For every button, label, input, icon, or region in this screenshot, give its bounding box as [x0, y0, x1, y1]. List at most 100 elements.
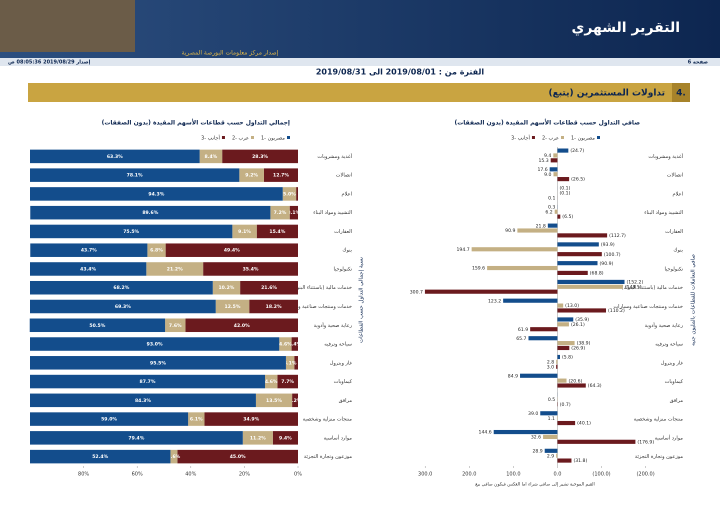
data-label: 2.2% [289, 398, 302, 404]
bar-segment [204, 412, 298, 426]
category-label: بنوك [673, 248, 683, 254]
category-label: رعاية صحية وأدوية [645, 322, 684, 329]
bar [557, 322, 569, 327]
bar [517, 228, 558, 233]
data-label: (5.8) [562, 355, 573, 361]
data-label: 78.1% [127, 173, 143, 179]
legend-swatch [221, 136, 225, 139]
bar [547, 223, 558, 228]
bar [487, 265, 558, 271]
data-label: 17.6 [537, 167, 547, 173]
data-label: 35.4% [243, 266, 259, 272]
category-label: أغذية ومشروبات [648, 153, 683, 160]
category-label: التشييد ومواد البناء [313, 210, 352, 216]
legend-label: مصريون -1 [571, 136, 595, 142]
header-strip [0, 58, 720, 66]
data-label: 59.0% [101, 417, 117, 423]
bar [557, 261, 598, 266]
bar-segment [232, 224, 257, 239]
bar [557, 270, 588, 275]
header-subtitle: إصدار مركز معلومات البورصة المصرية [182, 50, 279, 57]
category-label: اتصالات [667, 173, 683, 179]
bar [557, 214, 561, 219]
bar [557, 317, 574, 322]
bar-segment [222, 149, 298, 164]
data-label: 6.1% [190, 417, 203, 423]
x-tick-label: 0.0 [553, 472, 561, 478]
data-label: 0.1 [548, 195, 555, 201]
data-label: 10.2% [218, 285, 234, 291]
data-label: 43.4% [80, 266, 96, 272]
x-tick-label: 300.0 [418, 472, 432, 478]
data-label: 13.5% [266, 398, 282, 404]
bar-segment [265, 374, 278, 389]
bar [556, 359, 558, 364]
bar-segment [294, 356, 298, 370]
data-label: 300.7 [410, 289, 423, 295]
bar-segment [188, 412, 205, 426]
data-label: 21.2% [167, 266, 183, 272]
category-label: موارد أساسية [655, 434, 684, 441]
data-label: (13.0) [565, 303, 579, 309]
bar [530, 327, 558, 332]
category-label: بنوك [342, 248, 352, 254]
data-label: 50.5% [89, 323, 105, 329]
data-label: 15.3 [538, 158, 548, 164]
bar [557, 439, 636, 444]
bar-segment [239, 168, 264, 182]
bar [557, 148, 569, 153]
data-label: (0.1) [559, 186, 570, 192]
bar-segment [272, 431, 298, 445]
x-tick-label: (200.0) [636, 472, 654, 478]
legend-label: عرب -2 [542, 136, 559, 142]
bar-segment [146, 262, 204, 276]
x-tick-label: 40% [185, 472, 196, 478]
data-label: (148.5) [625, 284, 642, 290]
chart-title: إجمالي التداول حسب قطاعات الأسهم المقيدة… [102, 119, 290, 127]
data-label: 87.7% [140, 379, 156, 385]
bar-segment [212, 280, 241, 295]
data-label: 11.2% [250, 435, 266, 441]
bar [557, 383, 586, 388]
bar-segment [263, 168, 298, 182]
category-label: خدمات ومنتجات صناعية وسيارات [613, 304, 683, 310]
data-label: 65.7 [516, 336, 526, 342]
bar [540, 411, 558, 416]
bar-segment [282, 187, 297, 201]
data-label: (38.9) [577, 341, 591, 347]
category-label: منتجات منزلية وشخصية [634, 417, 684, 423]
bar [557, 308, 607, 313]
data-label: 9.4% [279, 435, 292, 441]
category-label: سياحة وترفيه [655, 342, 683, 348]
category-label: تكنولوجيا [334, 266, 353, 272]
bar [471, 247, 558, 252]
data-label: 7.7% [281, 379, 294, 385]
data-label: (26.1) [571, 322, 585, 328]
data-label: 89.6% [142, 210, 158, 216]
data-label: (64.3) [588, 383, 602, 389]
bar [493, 429, 558, 435]
data-label: 123.2 [488, 298, 501, 304]
data-label: (176.9) [637, 439, 654, 445]
bar-segment [242, 431, 273, 445]
bar-segment [29, 318, 166, 333]
data-label: 2.9 [547, 453, 554, 459]
data-label: (6.5) [562, 214, 573, 220]
bar [544, 448, 558, 453]
issued: إصدار 2019/08/29 08:05:36 ص [8, 60, 91, 66]
data-label: (100.7) [604, 252, 621, 258]
data-label: 95.5% [150, 360, 166, 366]
legend-swatch [531, 136, 535, 139]
data-label: (0.1) [559, 191, 570, 197]
bar-segment [30, 168, 240, 182]
legend-swatch [287, 136, 290, 139]
legend-label: أجانب -3 [201, 135, 220, 142]
bar [553, 153, 558, 158]
bar-segment [30, 412, 189, 426]
data-label: 6.8% [150, 248, 163, 254]
bar [557, 242, 599, 247]
data-label: 52.4% [92, 454, 108, 460]
legend-label: عرب -2 [232, 136, 249, 142]
side-label: صافي التعاملات للقطاعات بالمليون جنيه [691, 254, 697, 346]
bar [556, 453, 558, 458]
